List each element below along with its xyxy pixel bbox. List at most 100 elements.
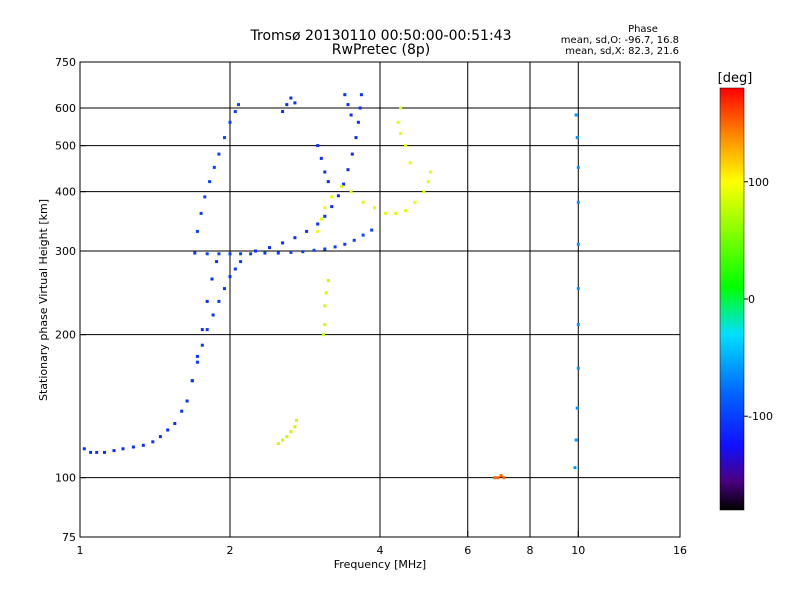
echo-point [359,93,363,97]
echo-point [301,250,305,254]
y-tick-label: 750 [55,56,76,69]
echo-point [281,438,285,442]
echo-point [321,333,325,337]
echo-point [141,443,145,447]
y-tick-label: 100 [55,472,76,485]
echo-point [394,211,398,215]
echo-point [203,195,207,199]
echo-point [422,190,426,194]
x-tick-label: 10 [571,544,585,557]
echo-point [576,242,580,246]
echo-point [205,299,209,303]
y-tick-label: 600 [55,102,76,115]
echo-point [217,152,221,156]
colorbar-tick-label: 0 [748,293,755,306]
x-tick-label: 8 [527,544,534,557]
echo-point [343,242,347,246]
echo-point [342,182,346,186]
echo-point [323,304,327,308]
echo-point [173,422,177,425]
echo-point [223,287,226,291]
echo-point [370,228,374,232]
x-tick-label: 1 [77,544,84,557]
echo-point [239,260,243,264]
echo-point [193,251,197,255]
echo-point [205,252,209,256]
echo-point [208,180,212,184]
echo-point [502,476,506,480]
echo-point [312,248,316,252]
plot-area: 1 2 4 6 8 10 16 75 100 200 300 400 500 600 750 [55,56,687,557]
echo-point [200,343,204,347]
echo-point [349,113,353,117]
echo-point [233,267,237,271]
echo-point [276,251,280,255]
echo-point [399,106,403,110]
echo-point [217,299,221,303]
echo-point [574,438,578,442]
echo-point [575,136,579,140]
echo-point [289,96,293,100]
echo-point [408,161,412,165]
echo-point [493,476,497,480]
echo-point [254,249,257,253]
echo-point [496,476,500,480]
echo-point [295,418,298,422]
echo-point [233,110,237,113]
echo-point [383,211,387,215]
echo-point [121,447,125,451]
chart-subtitle: RwPretec (8p) [332,42,430,58]
x-tick-label: 6 [464,544,471,557]
echo-point [276,442,280,445]
echo-point [573,466,577,470]
echo-point [333,245,337,249]
echo-point [323,206,327,210]
echo-point [399,132,403,136]
echo-point [195,354,199,358]
y-tick-label: 500 [55,140,76,153]
x-tick-label: 16 [673,544,687,557]
echo-point [190,379,194,383]
y-tick-label: 400 [55,186,76,199]
chart-title: Tromsø 20130110 00:50:00-00:51:43 [250,28,512,44]
echo-point [396,120,400,124]
echo-point [289,250,293,254]
echo-point [319,217,323,221]
echo-point [281,241,285,245]
echo-point [228,120,232,124]
echo-point [185,399,189,403]
echo-point [316,222,320,226]
echo-point [361,200,365,204]
echo-point [499,474,503,478]
echo-point [180,409,184,413]
echo-point [576,200,580,204]
echo-point [404,209,407,213]
stats-x-mode: mean, sd,X: 82.3, 21.6 [565,46,679,57]
echo-point [199,211,203,215]
colorbar-ticks: 100 0 -100 [744,176,773,423]
echo-point [404,144,407,148]
echo-point [195,229,199,233]
echo-point [89,450,93,454]
y-tick-label: 200 [55,329,76,342]
echo-point [289,430,293,434]
echo-point [343,93,347,97]
echo-point [239,252,243,256]
echo-point [200,328,204,332]
echo-point [330,195,334,199]
echo-point [349,190,353,194]
echo-point [576,323,580,327]
echo-point [112,449,116,453]
echo-point [323,214,327,218]
echo-point [323,247,327,251]
y-axis-label: Stationary phase Virtual Height [km] [37,199,50,401]
echo-point [217,252,221,256]
echo-point [323,170,327,174]
echo-point [336,194,340,198]
echo-point [293,101,297,105]
echo-point [350,152,354,156]
echo-point [354,136,358,140]
colorbar-unit-label: [deg] [718,71,753,86]
echo-point [324,291,328,295]
echo-point [249,252,253,256]
